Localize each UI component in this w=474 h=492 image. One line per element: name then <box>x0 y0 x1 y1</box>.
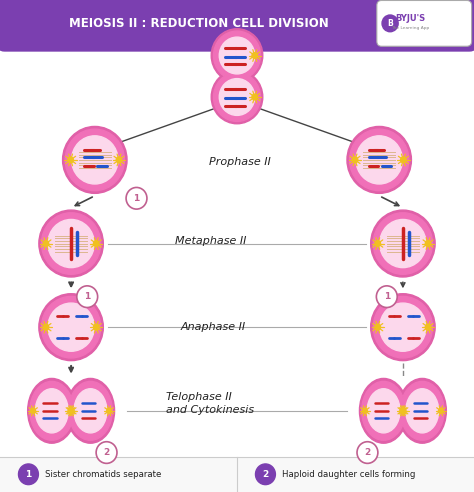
Text: MEIOSIS II : REDUCTION CELL DIVISION: MEIOSIS II : REDUCTION CELL DIVISION <box>69 17 329 30</box>
Circle shape <box>41 213 101 275</box>
Ellipse shape <box>401 381 444 440</box>
Circle shape <box>72 136 118 184</box>
FancyArrowPatch shape <box>69 366 73 371</box>
Circle shape <box>77 286 98 308</box>
Circle shape <box>65 129 125 191</box>
Circle shape <box>126 187 147 209</box>
Circle shape <box>107 408 111 413</box>
Circle shape <box>68 408 73 413</box>
Circle shape <box>363 408 367 413</box>
Circle shape <box>255 464 275 485</box>
Circle shape <box>211 70 263 124</box>
Circle shape <box>116 157 122 163</box>
Circle shape <box>438 408 443 413</box>
FancyArrowPatch shape <box>69 282 73 286</box>
Ellipse shape <box>27 378 76 443</box>
Circle shape <box>93 324 99 330</box>
Circle shape <box>213 31 261 80</box>
Circle shape <box>375 324 381 330</box>
Circle shape <box>380 303 426 351</box>
Circle shape <box>48 303 94 351</box>
Circle shape <box>401 408 406 413</box>
Text: Prophase II: Prophase II <box>209 157 270 167</box>
Circle shape <box>96 442 117 463</box>
Text: Anaphase II: Anaphase II <box>180 322 245 332</box>
Circle shape <box>347 126 411 193</box>
Text: 1: 1 <box>25 470 32 479</box>
Circle shape <box>382 15 398 31</box>
Circle shape <box>356 136 402 184</box>
Ellipse shape <box>367 389 400 433</box>
FancyBboxPatch shape <box>0 457 474 492</box>
Circle shape <box>371 210 435 277</box>
FancyArrowPatch shape <box>75 197 92 206</box>
Circle shape <box>252 94 257 100</box>
Text: 1: 1 <box>84 292 91 301</box>
Circle shape <box>219 37 255 74</box>
Circle shape <box>211 29 263 82</box>
Circle shape <box>371 294 435 361</box>
Ellipse shape <box>69 381 112 440</box>
Circle shape <box>380 219 426 268</box>
Text: Haploid daughter cells forming: Haploid daughter cells forming <box>282 470 415 479</box>
Circle shape <box>357 442 378 463</box>
Circle shape <box>213 73 261 122</box>
Circle shape <box>31 408 36 413</box>
FancyBboxPatch shape <box>377 0 472 46</box>
Circle shape <box>39 210 103 277</box>
Circle shape <box>219 79 255 116</box>
Circle shape <box>425 241 431 246</box>
Ellipse shape <box>362 381 405 440</box>
Text: The Learning App: The Learning App <box>391 26 429 31</box>
Circle shape <box>18 464 38 485</box>
FancyArrowPatch shape <box>401 282 405 287</box>
Text: Sister chromatids separate: Sister chromatids separate <box>45 470 162 479</box>
Text: 1: 1 <box>383 292 390 301</box>
Text: 1: 1 <box>133 194 140 203</box>
Text: B: B <box>387 19 393 28</box>
Text: Metaphase II: Metaphase II <box>175 236 247 246</box>
Circle shape <box>373 296 433 358</box>
Ellipse shape <box>36 389 68 433</box>
Text: 2: 2 <box>262 470 269 479</box>
Circle shape <box>48 219 94 268</box>
Circle shape <box>373 213 433 275</box>
Ellipse shape <box>406 389 438 433</box>
Circle shape <box>43 241 49 246</box>
FancyBboxPatch shape <box>0 0 474 52</box>
Circle shape <box>63 126 127 193</box>
Circle shape <box>400 408 404 413</box>
Circle shape <box>39 294 103 361</box>
Ellipse shape <box>30 381 73 440</box>
Circle shape <box>70 408 74 413</box>
Ellipse shape <box>66 378 115 443</box>
Circle shape <box>43 324 49 330</box>
Circle shape <box>352 157 358 163</box>
Text: Telophase II
and Cytokinesis: Telophase II and Cytokinesis <box>166 392 254 415</box>
Circle shape <box>425 324 431 330</box>
Ellipse shape <box>398 378 447 443</box>
Circle shape <box>349 129 409 191</box>
Circle shape <box>375 241 381 246</box>
Circle shape <box>41 296 101 358</box>
Circle shape <box>401 157 406 163</box>
Text: BYJU'S: BYJU'S <box>395 14 425 23</box>
Circle shape <box>376 286 397 308</box>
Ellipse shape <box>359 378 408 443</box>
FancyArrowPatch shape <box>382 197 399 206</box>
Text: 2: 2 <box>365 448 371 457</box>
Ellipse shape <box>74 389 107 433</box>
Circle shape <box>252 53 257 59</box>
Circle shape <box>93 241 99 246</box>
Text: 2: 2 <box>103 448 109 457</box>
Circle shape <box>68 157 73 163</box>
